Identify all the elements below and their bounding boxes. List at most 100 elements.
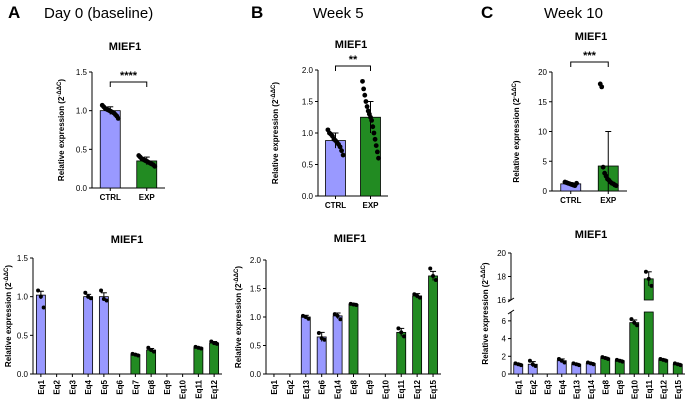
data-point (591, 362, 596, 367)
y-tick-label: 0.5 (17, 331, 29, 340)
data-point (431, 273, 436, 278)
data-point (306, 316, 311, 321)
data-point (362, 92, 368, 98)
y-axis-label: Relative expression (2-ΔΔC) (512, 80, 521, 182)
significance-bracket (109, 81, 148, 87)
data-point (643, 269, 648, 274)
y-tick-label: 1.5 (17, 254, 29, 263)
bar (396, 331, 407, 375)
x-tick-label: Eq2 (53, 379, 62, 394)
x-tick-label: Eq5 (100, 379, 109, 394)
data-point (104, 298, 109, 303)
data-point (152, 163, 158, 169)
bar (332, 315, 343, 375)
x-tick-label: Eq9 (365, 379, 374, 394)
y-tick-label: 2.0 (250, 256, 262, 265)
x-tick-label: Eq10 (381, 379, 390, 399)
x-tick-label: Eq1 (270, 379, 279, 394)
data-point (373, 143, 379, 149)
data-point (606, 356, 611, 361)
panel-heading-b: Week 5 (313, 5, 364, 22)
x-tick-label: EXP (362, 201, 379, 210)
data-point (629, 317, 634, 322)
x-tick-label: Eq6 (318, 379, 327, 394)
x-tick-label: Eq7 (131, 379, 140, 394)
bar (209, 342, 220, 375)
y-tick-label: 2 (502, 352, 507, 361)
y-axis-label: Relative expression (2-ΔΔC) (57, 79, 66, 181)
bar (130, 354, 141, 375)
y-tick-label: 10 (538, 128, 547, 137)
data-point (433, 277, 438, 282)
x-tick-label: Eq10 (630, 379, 639, 399)
panel-letter-a: A (8, 3, 20, 22)
data-point (577, 363, 582, 368)
x-tick-label: Eq12 (210, 379, 219, 399)
data-point (417, 295, 422, 300)
bar (316, 336, 327, 375)
data-point (620, 359, 625, 364)
x-tick-label: Eq8 (147, 379, 156, 394)
chart-C-bottom: MIEF1 0 2 4 6 16 18 20 Eq1 Eq2 Eq3 Eq4 Eq13 Eq14 Eq8 Eq… (497, 229, 685, 399)
x-tick-label: Eq3 (68, 379, 77, 394)
data-point (574, 180, 579, 186)
bar (348, 304, 359, 375)
data-point (41, 305, 46, 310)
chart-title: MIEF1 (575, 229, 607, 241)
data-point (370, 124, 376, 130)
chart-B-top: MIEF1 0.0 0.5 1.0 1.5 2.0 CTRL EXP ** (302, 39, 388, 210)
y-tick-label: 0.0 (76, 184, 88, 193)
y-tick-label: 0.5 (76, 145, 88, 154)
x-tick-label: Eq12 (413, 379, 422, 399)
y-tick-label: 18 (497, 273, 506, 282)
bar (300, 316, 311, 375)
data-point (635, 323, 640, 328)
data-point (428, 266, 433, 271)
data-point (338, 317, 343, 322)
y-tick-label: 6 (502, 317, 507, 326)
data-point (646, 276, 651, 281)
data-point (199, 346, 204, 351)
data-point (340, 152, 346, 158)
x-tick-label: Eq8 (601, 379, 610, 394)
x-tick-label: Eq1 (37, 379, 46, 394)
x-tick-label: Eq11 (645, 379, 654, 398)
data-point (600, 164, 606, 170)
data-point (83, 290, 88, 295)
y-tick-label: 0.0 (17, 370, 29, 379)
panel-letter-c: C (481, 3, 493, 22)
data-point (363, 99, 369, 104)
data-point (364, 104, 370, 109)
chart-title: MIEF1 (575, 31, 607, 43)
data-point (99, 288, 104, 293)
x-tick-label: Eq12 (659, 379, 668, 399)
y-tick-label: 20 (497, 249, 506, 258)
data-point (354, 303, 359, 308)
y-tick-label: 2.0 (302, 66, 314, 75)
bar (146, 349, 157, 375)
chart-title: MIEF1 (109, 41, 141, 53)
data-point (678, 363, 683, 368)
x-tick-label: Eq2 (529, 379, 538, 394)
x-tick-label: CTRL (100, 193, 121, 202)
y-tick-label: 0.0 (302, 192, 314, 201)
x-tick-label: Eq3 (543, 379, 552, 394)
bar (193, 347, 204, 375)
y-tick-label: 4 (502, 335, 507, 344)
x-tick-label: Eq6 (116, 379, 125, 394)
x-tick-label: CTRL (325, 201, 346, 210)
y-tick-label: 1.0 (250, 313, 262, 322)
data-point (151, 349, 156, 354)
significance-label: **** (120, 70, 138, 82)
x-tick-label: Eq13 (572, 379, 581, 399)
data-point (316, 330, 321, 335)
data-point (396, 326, 401, 331)
data-point (632, 320, 637, 325)
x-tick-label: Eq11 (397, 379, 406, 398)
data-point (115, 116, 121, 121)
data-point (374, 149, 380, 155)
data-point (335, 313, 340, 318)
x-tick-label: CTRL (560, 196, 581, 205)
chart-A-bottom: MIEF1 0.0 0.5 1.0 1.5 Eq1 Eq2 Eq3 Eq4 Eq5 Eq6 Eq7 Eq… (17, 234, 222, 399)
